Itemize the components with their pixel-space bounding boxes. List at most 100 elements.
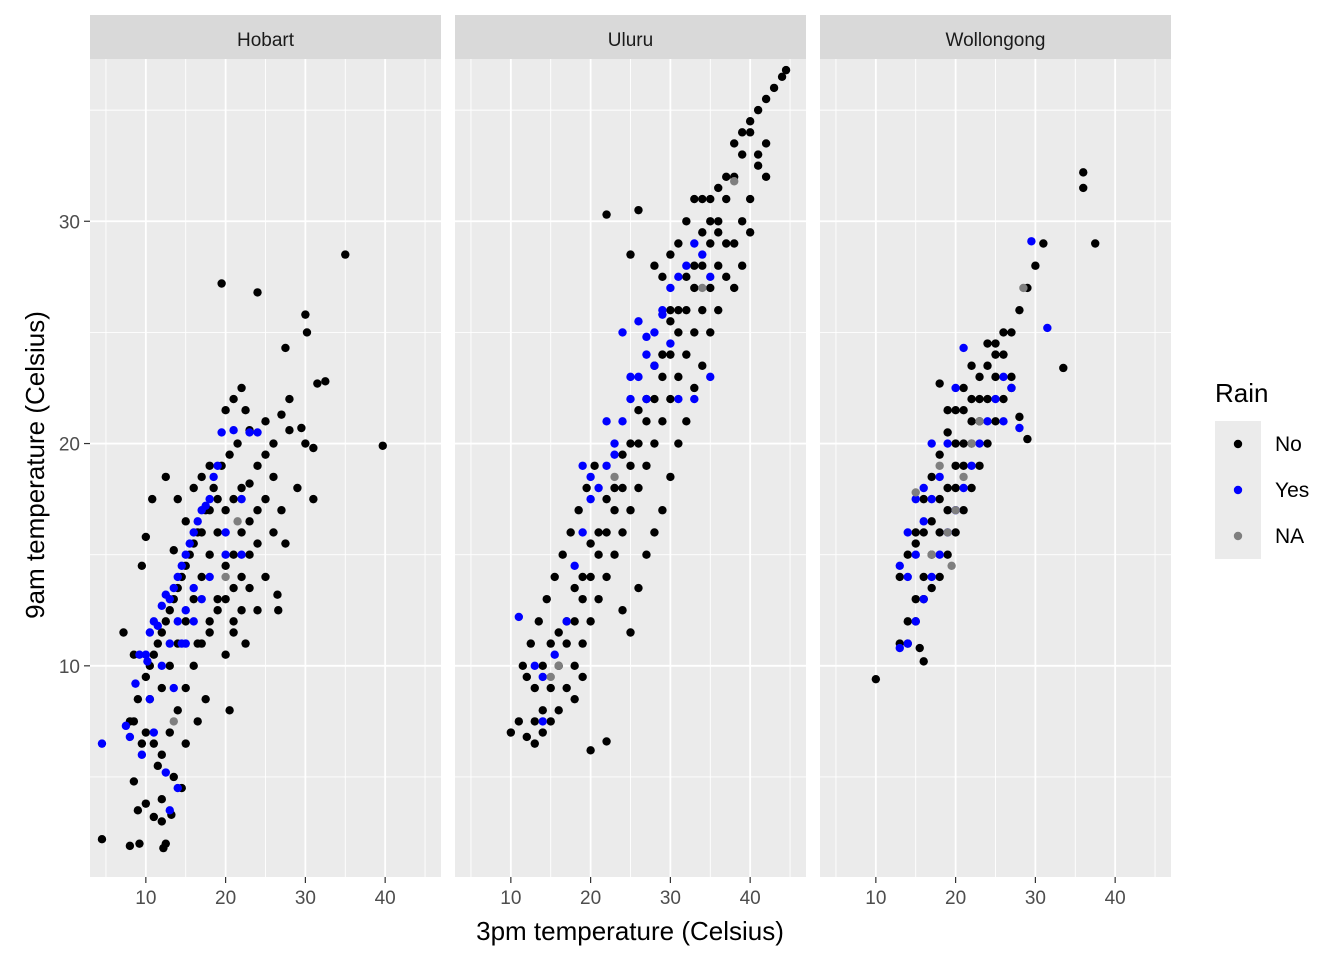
data-point-no [991, 417, 1000, 426]
data-point-yes [185, 539, 194, 548]
data-point-yes [137, 750, 147, 759]
data-point-no [506, 728, 516, 737]
data-point-yes [169, 583, 178, 593]
data-point-no [189, 483, 198, 493]
data-point-no [526, 639, 535, 648]
data-point-no [959, 406, 968, 415]
data-point-no [753, 161, 763, 170]
data-point-no [189, 594, 198, 604]
data-point-yes [149, 617, 159, 626]
data-point-na [951, 506, 960, 515]
data-point-yes [943, 439, 952, 448]
data-point-no [205, 628, 214, 637]
data-point-no [730, 239, 739, 248]
data-point-yes [642, 350, 651, 359]
data-point-no [714, 261, 723, 270]
data-point-no [161, 617, 170, 626]
data-point-no [241, 639, 250, 648]
data-point-no [658, 506, 667, 515]
data-point-no [209, 483, 218, 493]
data-point-yes [911, 494, 920, 504]
data-point-no [586, 746, 595, 755]
data-point-no [225, 706, 234, 715]
data-point-no [602, 528, 611, 537]
data-point-no [273, 590, 282, 599]
data-point-yes [161, 590, 170, 599]
data-point-yes [911, 617, 920, 626]
data-point-no [221, 594, 230, 604]
legend-label-yes: Yes [1275, 479, 1309, 502]
data-point-no [285, 426, 294, 435]
data-point-yes [959, 483, 968, 493]
data-point-yes [189, 528, 198, 537]
data-point-no [706, 283, 715, 293]
data-point-no [745, 228, 755, 237]
data-point-yes [131, 679, 140, 688]
data-point-yes [229, 426, 238, 435]
data-point-no [225, 450, 234, 459]
data-point-yes [143, 657, 152, 666]
data-point-no [125, 841, 135, 851]
data-point-no [590, 461, 599, 470]
data-point-yes [1007, 383, 1016, 393]
data-point-yes [999, 372, 1008, 382]
data-point-no [650, 394, 659, 404]
data-point-no [269, 439, 278, 448]
data-point-no [169, 772, 178, 782]
data-point-yes [189, 583, 198, 593]
data-point-yes [145, 694, 155, 704]
data-point-no [233, 439, 242, 448]
x-tick-label: 10 [500, 888, 521, 909]
data-point-no [983, 361, 992, 370]
x-tick-label: 30 [660, 888, 681, 909]
data-point-no [666, 250, 675, 259]
data-point-na [975, 417, 984, 426]
data-point-yes [209, 472, 218, 482]
data-point-no [582, 483, 591, 493]
data-point-no [618, 483, 627, 493]
data-point-no [935, 572, 944, 582]
data-point-yes [161, 768, 170, 777]
data-point-no [157, 683, 166, 693]
data-point-no [157, 795, 166, 804]
data-point-no [967, 483, 976, 493]
data-point-no [674, 239, 683, 248]
data-point-na [947, 561, 956, 571]
legend-label-no: No [1275, 433, 1302, 456]
data-point-yes [1043, 323, 1052, 333]
data-point-yes [181, 550, 190, 559]
data-point-yes [967, 461, 976, 470]
data-point-no [165, 661, 174, 671]
data-point-yes [610, 450, 619, 459]
data-point-no [737, 261, 747, 270]
data-point-yes [197, 594, 206, 604]
data-point-yes [642, 394, 651, 404]
data-point-na [610, 472, 619, 482]
data-point-yes [181, 639, 190, 648]
data-point-no [626, 506, 635, 515]
data-point-no [1079, 183, 1088, 193]
data-point-no [193, 717, 202, 726]
data-point-no [959, 383, 968, 393]
data-point-no [285, 394, 294, 404]
data-point-no [277, 506, 286, 515]
data-point-no [546, 683, 555, 693]
data-point-yes [610, 439, 619, 448]
data-point-no [221, 506, 230, 515]
data-point-yes [97, 739, 107, 748]
data-point-no [674, 305, 683, 315]
data-point-yes [935, 472, 944, 482]
data-point-no [321, 377, 330, 386]
data-point-yes [221, 550, 230, 559]
data-point-no [706, 239, 715, 248]
data-point-yes [205, 572, 214, 582]
data-point-no [745, 194, 755, 204]
data-point-no [602, 737, 611, 746]
data-point-no [229, 550, 238, 559]
data-point-yes [626, 394, 635, 404]
data-point-no [943, 483, 952, 493]
data-point-no [213, 528, 222, 537]
data-point-no [1079, 168, 1088, 177]
data-point-na [730, 177, 739, 186]
data-point-yes [253, 428, 262, 437]
